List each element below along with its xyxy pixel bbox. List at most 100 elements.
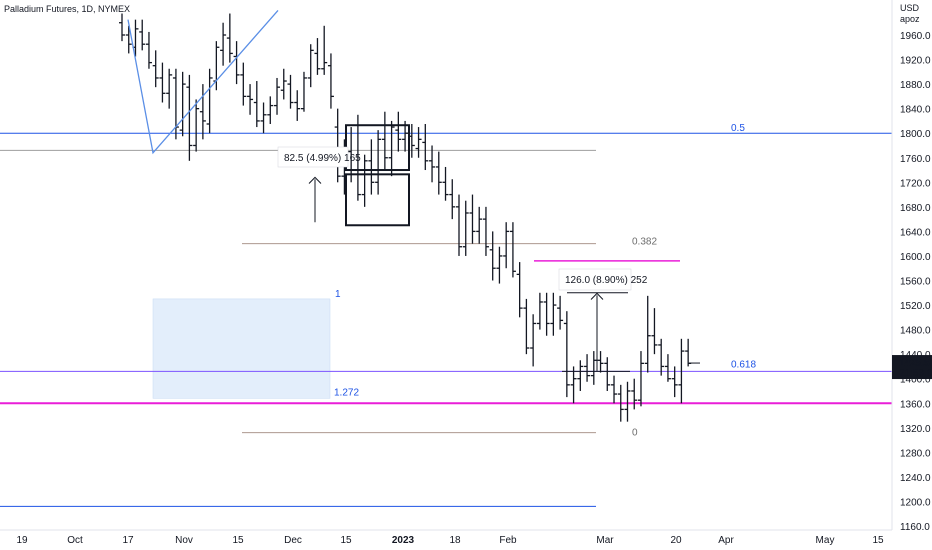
time-tick-label: 19	[16, 535, 28, 546]
ohlc-bar	[604, 357, 611, 391]
ohlc-bar	[233, 41, 240, 85]
ohlc-bar	[145, 31, 152, 69]
ohlc-bar	[361, 154, 368, 207]
price-tick-label: 1560.0	[900, 277, 931, 288]
ohlc-bar	[119, 13, 125, 42]
ohlc-bar	[658, 338, 665, 376]
ohlc-bar	[307, 44, 314, 88]
price-tick-label: 1760.0	[900, 154, 931, 165]
ohlc-bar	[166, 68, 173, 109]
ohlc-bar	[637, 351, 644, 407]
ohlc-bar	[429, 145, 436, 183]
time-tick-label: Oct	[67, 535, 83, 546]
measure-box-1	[277, 146, 349, 168]
ohlc-bar	[125, 25, 132, 54]
ohlc-bar	[617, 384, 624, 422]
ohlc-bar	[152, 50, 159, 88]
ohlc-bar	[368, 139, 375, 195]
ohlc-bar	[671, 366, 678, 398]
currency-label: USD	[900, 3, 920, 13]
ohlc-bar	[651, 308, 658, 355]
price-tick-label: 1880.0	[900, 80, 931, 91]
ohlc-bar	[530, 314, 537, 367]
ohlc-bar	[321, 25, 328, 75]
ohlc-bar	[543, 292, 550, 336]
ohlc-bar	[462, 200, 469, 256]
ohlc-bar	[550, 292, 557, 336]
extension-zone	[152, 298, 331, 399]
ohlc-bar	[253, 81, 260, 128]
time-tick-label: 18	[449, 535, 461, 546]
ohlc-bar	[334, 108, 341, 183]
ohlc-bar	[240, 62, 247, 106]
ohlc-bar	[388, 120, 395, 177]
ohlc-bar	[570, 366, 577, 404]
ohlc-bar	[381, 111, 388, 171]
ohlc-bar	[678, 338, 685, 404]
measure-label-2: 126.0 (8.90%) 252	[565, 275, 648, 286]
ohlc-bar	[644, 295, 651, 373]
trend-line	[127, 10, 279, 155]
ohlc-bar	[516, 262, 523, 318]
price-tick-label: 1400.0	[900, 375, 931, 386]
price-tick-label: 1200.0	[900, 497, 931, 508]
ohlc-bar	[469, 194, 476, 244]
price-tick-label: 1640.0	[900, 227, 931, 238]
ohlc-bar	[435, 151, 442, 195]
ohlc-bar	[523, 298, 530, 355]
time-tick-label: Apr	[718, 535, 734, 546]
ohlc-bar	[482, 206, 489, 256]
ohlc-bar	[415, 127, 422, 158]
price-tick-label: 1320.0	[900, 424, 931, 435]
ohlc-bar	[664, 354, 671, 382]
chart-title: Palladium Futures, 1D, NYMEX	[4, 4, 131, 14]
price-tick-label: 1160.0	[900, 522, 930, 533]
ohlc-bar	[422, 123, 429, 171]
price-tick-label: 1360.0	[900, 399, 931, 410]
ohlc-bar	[489, 231, 496, 281]
time-tick-label: Dec	[284, 535, 302, 546]
price-tick-label: 1680.0	[900, 203, 931, 214]
price-tick-label: 1480.0	[900, 326, 931, 337]
ohlc-bar	[287, 74, 294, 109]
fib-label-0.618: 0.618	[731, 359, 756, 370]
ohlc-bar	[220, 22, 227, 66]
ohlc-bar	[584, 354, 591, 382]
ohlc-bar	[611, 375, 618, 404]
price-tick-label: 1600.0	[900, 252, 931, 263]
ohlc-bar	[186, 74, 193, 161]
measure-label-1: 82.5 (4.99%) 165	[284, 153, 361, 164]
arrow-head-2	[590, 292, 604, 300]
ohlc-bar	[199, 84, 206, 140]
ohlc-bar	[449, 179, 456, 220]
ohlc-bar	[624, 381, 631, 422]
ohlc-bar	[314, 38, 321, 75]
consolidation-box-lower	[345, 173, 410, 227]
ohlc-bar	[267, 96, 274, 124]
ohlc-bar	[139, 19, 146, 51]
time-tick-label: Mar	[596, 535, 614, 546]
ohlc-bar	[536, 292, 543, 330]
unit-label: apoz	[900, 14, 920, 24]
ohlc-bar	[193, 99, 200, 152]
time-tick-label: 17	[122, 535, 134, 546]
ohlc-bar	[226, 13, 233, 63]
time-tick-label: May	[816, 535, 835, 546]
ohlc-bar	[496, 246, 503, 284]
price-tick-label: 1920.0	[900, 56, 931, 67]
ohlc-bar	[577, 360, 584, 391]
fib-label-0.382: 0.382	[632, 237, 657, 248]
arrow-head	[308, 176, 322, 184]
fib-label-0: 0	[632, 428, 638, 439]
time-tick-label: 15	[872, 535, 884, 546]
ohlc-bar	[685, 338, 692, 367]
time-tick-label: 15	[340, 535, 352, 546]
ohlc-bar	[159, 62, 166, 103]
ext-label-1: 1	[335, 289, 341, 300]
price-tick-label: 1280.0	[900, 448, 931, 459]
price-tick-label: 1720.0	[900, 178, 931, 189]
ohlc-bar	[327, 53, 334, 109]
price-tick-label: 1240.0	[900, 473, 931, 484]
ohlc-bar	[503, 222, 510, 269]
